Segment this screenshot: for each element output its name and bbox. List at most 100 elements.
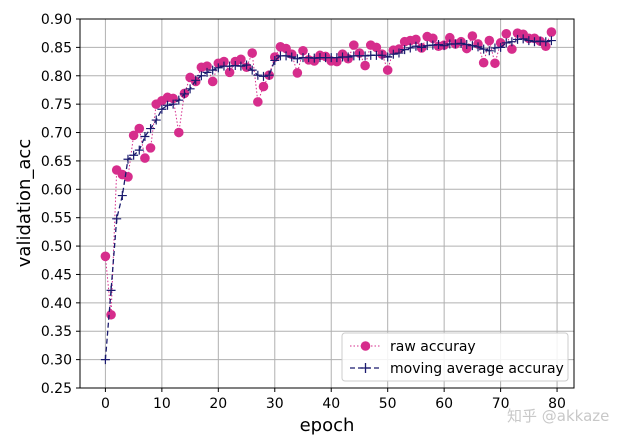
y-tick-label: 0.90 (41, 12, 72, 28)
moving-average-point (208, 65, 218, 75)
legend-box (341, 332, 569, 382)
moving-average-point (292, 54, 302, 64)
moving-average-point (258, 71, 268, 81)
raw-accuray-point (134, 123, 145, 134)
y-tick-label: 0.40 (41, 296, 72, 312)
moving-average-point (434, 40, 444, 50)
moving-average-point (151, 115, 161, 125)
y-axis-label: validation_acc (14, 139, 35, 267)
moving-average-point (253, 70, 263, 80)
raw-accuray-point (490, 58, 500, 69)
moving-average-point (501, 38, 511, 48)
moving-average-point (546, 36, 556, 46)
raw-accuray-point (507, 44, 517, 54)
raw-accuray-point (174, 127, 184, 138)
series-moving-average-accuray (100, 34, 556, 365)
moving-average-point (247, 65, 257, 75)
x-tick-label: 50 (379, 396, 397, 412)
y-tick-label: 0.55 (41, 211, 72, 227)
raw-accuray-point (467, 31, 478, 41)
raw-accuray-point (145, 143, 156, 153)
moving-average-point (129, 150, 139, 160)
x-tick-label: 20 (209, 396, 227, 412)
raw-accuray-point (428, 33, 438, 44)
moving-average-point (479, 44, 489, 54)
y-tick-label: 0.35 (41, 324, 72, 340)
moving-average-point (524, 36, 534, 46)
moving-average-point (202, 67, 212, 77)
y-tick-label: 0.65 (41, 154, 72, 170)
raw-accuray-point (258, 81, 269, 92)
raw-accuray-point (202, 61, 212, 71)
moving-average-point (163, 100, 173, 110)
moving-average-point (473, 42, 483, 52)
x-tick-label: 10 (153, 396, 171, 412)
moving-average-point (134, 145, 144, 155)
raw-accuray-point (100, 251, 111, 262)
raw-accuray-point (247, 48, 257, 58)
raw-accuray-point (219, 56, 229, 67)
moving-average-point (405, 43, 415, 53)
x-tick-label: 30 (266, 396, 284, 412)
moving-average-point (100, 355, 110, 365)
moving-average-point (417, 42, 427, 52)
moving-average-point (242, 60, 252, 70)
x-axis-ticks: 0 10 20 30 40 50 60 70 80 (101, 388, 566, 412)
raw-accuray-point (128, 130, 139, 141)
moving-average-point (484, 46, 494, 56)
raw-accuray-point (360, 60, 370, 71)
raw-accuray-point (382, 65, 393, 75)
raw-accuray-point (140, 153, 150, 163)
x-tick-label: 0 (101, 396, 110, 412)
x-axis-label: epoch (300, 415, 355, 436)
y-tick-label: 0.85 (41, 40, 72, 56)
raw-accuray-point (236, 54, 246, 65)
y-axis-ticks: 0.25 0.30 0.35 0.40 0.45 0.50 0.55 0.60 0.65 0.70… (41, 12, 80, 397)
y-tick-label: 0.80 (41, 69, 72, 85)
y-tick-label: 0.30 (41, 353, 72, 369)
legend-ma-marker (360, 363, 371, 373)
moving-average-point (140, 132, 150, 142)
moving-average-point (185, 84, 195, 94)
raw-accuray-point (106, 309, 116, 320)
moving-average-point (179, 89, 189, 99)
moving-average-point (213, 63, 223, 73)
raw-accuray-point (540, 41, 551, 52)
raw-accuray-point (501, 28, 512, 39)
raw-accuray-point (411, 34, 421, 45)
moving-average-point (264, 70, 274, 80)
x-tick-label: 70 (492, 396, 510, 412)
moving-average-point (281, 51, 291, 61)
raw-accuray-point (349, 40, 359, 50)
moving-average-point (168, 99, 178, 109)
moving-average-point (394, 48, 404, 58)
moving-average-point (377, 50, 387, 60)
legend-raw-label: raw accuray (390, 339, 476, 355)
moving-average-point (400, 45, 410, 55)
y-tick-label: 0.45 (41, 267, 72, 283)
moving-average-point (287, 52, 297, 62)
y-tick-label: 0.25 (41, 381, 72, 397)
moving-average-point (541, 37, 551, 47)
legend: raw accuray moving average accuray (341, 332, 569, 382)
moving-average-point (383, 52, 393, 62)
moving-average-point (123, 154, 133, 164)
moving-average-point (496, 42, 506, 52)
moving-average-point (270, 55, 280, 65)
moving-average-point (343, 52, 353, 62)
raw-accuray-point (444, 32, 455, 43)
raw-accuray-point (253, 97, 263, 107)
raw-accuray-point (168, 93, 178, 104)
raw-accuray-point (207, 76, 218, 87)
moving-average-point (411, 41, 421, 51)
moving-average-point (467, 41, 477, 51)
moving-average-point (456, 38, 466, 48)
moving-average-point (106, 285, 116, 295)
raw-accuray-point (484, 35, 495, 46)
moving-average-point (462, 40, 472, 50)
raw-accuray-point (546, 27, 557, 37)
legend-ma-label: moving average accuray (390, 361, 564, 377)
raw-accuray-point (478, 57, 489, 68)
x-tick-label: 40 (322, 396, 340, 412)
